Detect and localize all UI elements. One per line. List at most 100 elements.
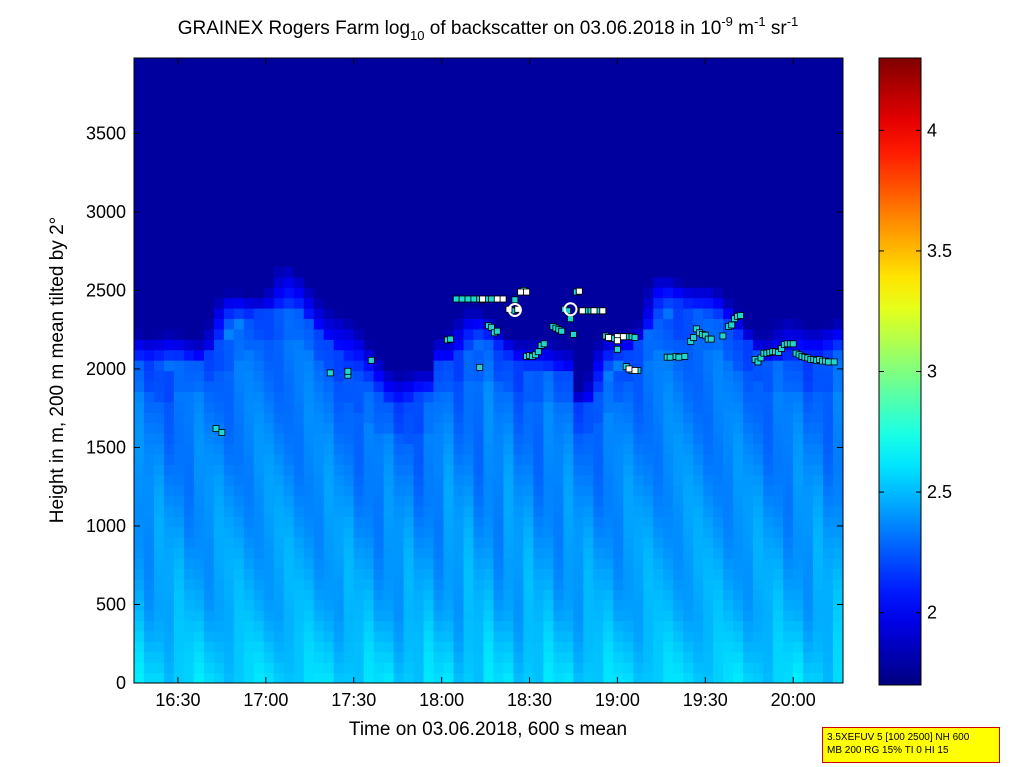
heatmap-cell — [643, 183, 654, 195]
heatmap-cell — [833, 630, 843, 642]
heatmap-cell — [493, 464, 505, 476]
heatmap-cell — [473, 422, 485, 434]
heatmap-cell — [673, 485, 684, 497]
heatmap-cell — [393, 370, 405, 382]
heatmap-cell — [293, 245, 305, 257]
heatmap-cell — [773, 610, 784, 622]
heatmap-cell — [493, 547, 505, 559]
heatmap-cell — [263, 464, 275, 476]
heatmap-cell — [323, 224, 335, 236]
heatmap-cell — [713, 224, 724, 236]
heatmap-cell — [753, 516, 764, 528]
heatmap-cell — [543, 662, 555, 674]
heatmap-cell — [313, 328, 325, 340]
heatmap-cell — [533, 151, 545, 163]
heatmap-cell — [263, 99, 275, 111]
heatmap-cell — [763, 464, 774, 476]
heatmap-cell — [493, 651, 505, 663]
heatmap-cell — [483, 412, 495, 424]
heatmap-cell — [383, 558, 395, 570]
heatmap-cell — [703, 130, 714, 142]
heatmap-cell — [593, 651, 604, 663]
heatmap-cell — [553, 276, 564, 288]
heatmap-cell — [533, 120, 545, 132]
heatmap-cell — [823, 235, 834, 247]
heatmap-cell — [643, 297, 654, 309]
heatmap-cell — [733, 599, 744, 611]
heatmap-cell — [223, 610, 235, 622]
heatmap-cell — [143, 89, 155, 101]
heatmap-cell — [313, 610, 325, 622]
heatmap-cell — [163, 308, 175, 320]
heatmap-cell — [483, 255, 495, 267]
heatmap-cell — [213, 266, 225, 278]
heatmap-cell — [833, 380, 843, 392]
heatmap-cell — [143, 547, 155, 559]
heatmap-cell — [153, 505, 165, 517]
heatmap-cell — [823, 245, 834, 257]
heatmap-cell — [303, 443, 315, 455]
heatmap-cell — [503, 297, 515, 309]
heatmap-cell — [833, 558, 843, 570]
heatmap-cell — [293, 287, 305, 299]
heatmap-cell — [833, 141, 843, 153]
heatmap-cell — [173, 412, 185, 424]
heatmap-cell — [723, 453, 734, 465]
heatmap-cell — [313, 526, 325, 538]
heatmap-cell — [443, 172, 455, 184]
heatmap-cell — [323, 474, 335, 486]
heatmap-cell — [463, 641, 475, 653]
heatmap-cell — [603, 495, 614, 507]
heatmap-cell — [793, 318, 804, 330]
heatmap-cell — [793, 589, 804, 601]
heatmap-cell — [813, 339, 824, 351]
heatmap-cell — [383, 214, 395, 226]
heatmap-cell — [553, 526, 564, 538]
heatmap-cell — [583, 162, 594, 174]
heatmap-cell — [643, 276, 654, 288]
heatmap-cell — [763, 433, 774, 445]
heatmap-cell — [823, 443, 834, 455]
heatmap-cell — [143, 620, 155, 632]
heatmap-cell — [703, 526, 714, 538]
heatmap-cell — [583, 380, 594, 392]
heatmap-cell — [493, 120, 505, 132]
heatmap-cell — [463, 464, 475, 476]
heatmap-cell — [363, 349, 375, 361]
heatmap-cell — [523, 339, 535, 351]
heatmap-cell — [803, 464, 814, 476]
heatmap-cell — [313, 464, 325, 476]
heatmap-cell — [403, 412, 415, 424]
heatmap-cell — [643, 474, 654, 486]
heatmap-cell — [823, 599, 834, 611]
heatmap-cell — [733, 526, 744, 538]
heatmap-cell — [153, 641, 165, 653]
heatmap-cell — [573, 641, 584, 653]
heatmap-cell — [383, 474, 395, 486]
heatmap-cell — [583, 578, 594, 590]
heatmap-cell — [413, 391, 425, 403]
heatmap-cell — [183, 172, 195, 184]
heatmap-cell — [253, 162, 265, 174]
heatmap-cell — [243, 641, 255, 653]
heatmap-cell — [383, 141, 395, 153]
heatmap-cell — [413, 89, 425, 101]
heatmap-cell — [493, 641, 505, 653]
heatmap-cell — [243, 235, 255, 247]
info-box: 3.5XEFUV 5 [100 2500] NH 600 MB 200 RG 1… — [822, 727, 1000, 763]
heatmap-cell — [683, 443, 694, 455]
heatmap-cell — [833, 339, 843, 351]
heatmap-cell — [263, 568, 275, 580]
heatmap-cell — [663, 276, 674, 288]
heatmap-cell — [433, 203, 445, 215]
heatmap-cell — [833, 214, 843, 226]
heatmap-cell — [193, 610, 205, 622]
heatmap-cell — [783, 255, 794, 267]
heatmap-cell — [463, 78, 475, 90]
heatmap-cell — [723, 599, 734, 611]
heatmap-cell — [323, 235, 335, 247]
heatmap-cell — [163, 391, 175, 403]
heatmap-cell — [263, 474, 275, 486]
heatmap-cell — [433, 120, 445, 132]
heatmap-cell — [303, 485, 315, 497]
